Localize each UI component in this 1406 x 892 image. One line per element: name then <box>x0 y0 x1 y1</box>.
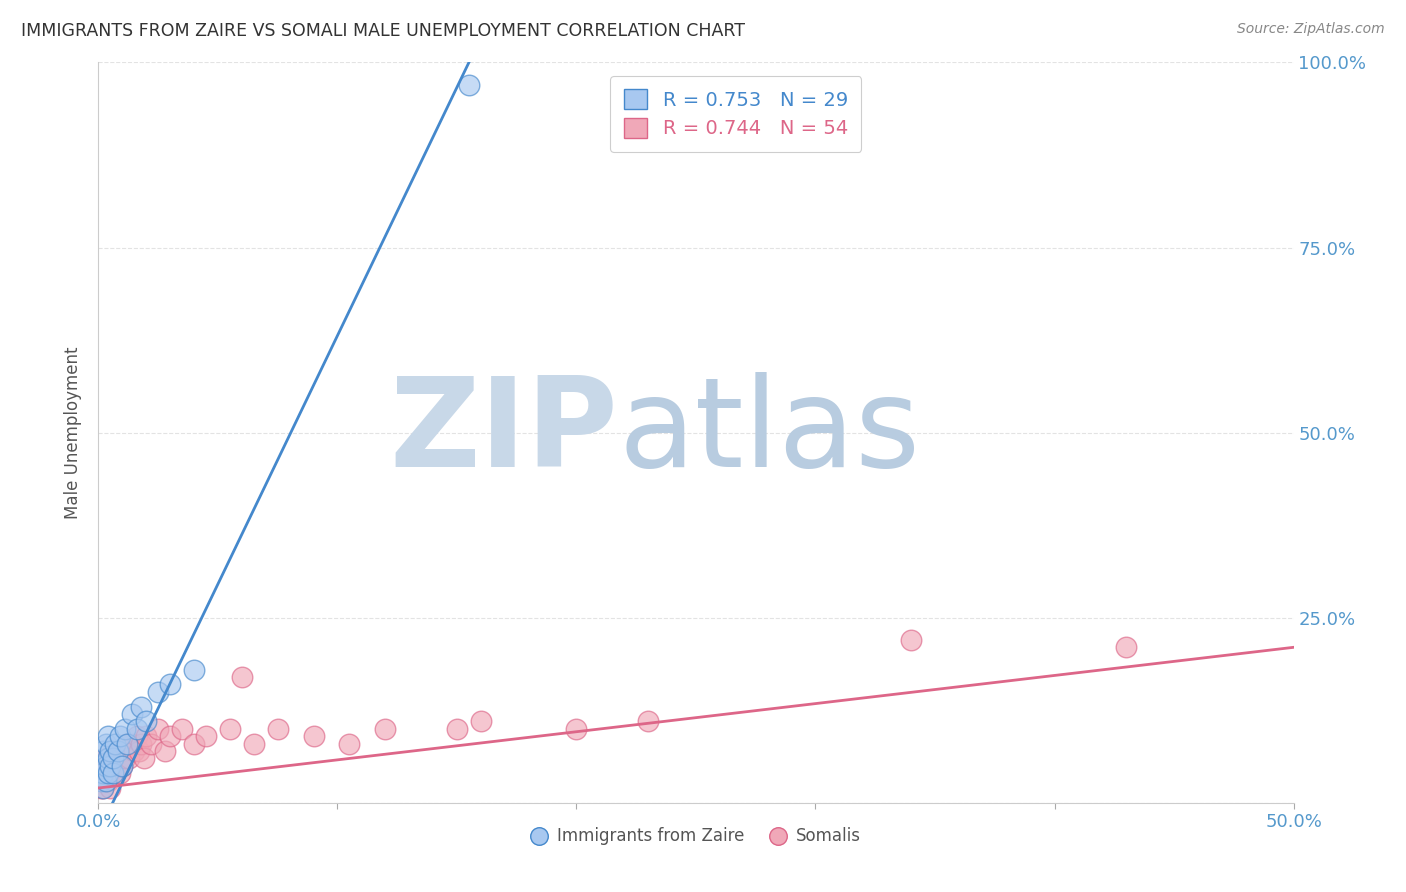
Point <box>231 670 253 684</box>
Point <box>107 744 129 758</box>
Point <box>104 751 127 765</box>
Point <box>94 751 117 765</box>
Text: IMMIGRANTS FROM ZAIRE VS SOMALI MALE UNEMPLOYMENT CORRELATION CHART: IMMIGRANTS FROM ZAIRE VS SOMALI MALE UNE… <box>21 22 745 40</box>
Point <box>91 766 114 780</box>
Point <box>128 744 150 758</box>
Point <box>111 758 134 772</box>
Point <box>94 773 117 788</box>
Point <box>101 766 124 780</box>
Point <box>125 729 148 743</box>
Point <box>470 714 492 729</box>
Point <box>97 773 120 788</box>
Point <box>458 78 481 92</box>
Text: ZIP: ZIP <box>389 372 619 493</box>
Point <box>98 758 122 772</box>
Point <box>339 737 361 751</box>
Point <box>111 744 134 758</box>
Point <box>131 737 153 751</box>
Point <box>107 744 129 758</box>
Point <box>108 729 131 743</box>
Point <box>135 729 157 743</box>
Point <box>121 737 143 751</box>
Point <box>302 729 325 743</box>
Point <box>98 751 122 765</box>
Point <box>90 758 112 772</box>
Point <box>97 751 120 765</box>
Point <box>131 699 153 714</box>
Point <box>97 758 120 772</box>
Point <box>446 722 468 736</box>
Point <box>101 758 124 772</box>
Point <box>900 632 922 647</box>
Point <box>91 780 114 795</box>
Point <box>98 780 122 795</box>
Point <box>1115 640 1137 655</box>
Point <box>97 729 120 743</box>
Point <box>243 737 266 751</box>
Point <box>104 737 127 751</box>
Text: Source: ZipAtlas.com: Source: ZipAtlas.com <box>1237 22 1385 37</box>
Y-axis label: Male Unemployment: Male Unemployment <box>65 346 83 519</box>
Text: atlas: atlas <box>619 372 921 493</box>
Point <box>195 729 218 743</box>
Point <box>118 751 141 765</box>
Point <box>90 780 112 795</box>
Point <box>91 758 114 772</box>
Point <box>94 773 117 788</box>
Point <box>114 722 136 736</box>
Point <box>219 722 242 736</box>
Point <box>125 722 148 736</box>
Point <box>98 744 122 758</box>
Point <box>183 663 205 677</box>
Point <box>90 766 112 780</box>
Point <box>115 737 138 751</box>
Point <box>94 758 117 772</box>
Point <box>101 744 124 758</box>
Point <box>91 744 114 758</box>
Point <box>111 758 134 772</box>
Point <box>159 729 181 743</box>
Point <box>124 744 146 758</box>
Point <box>108 766 131 780</box>
Point <box>98 766 122 780</box>
Point <box>104 766 127 780</box>
Point <box>139 737 162 751</box>
Point <box>91 773 114 788</box>
Point <box>267 722 290 736</box>
Point <box>121 706 143 721</box>
Point <box>94 766 117 780</box>
Point <box>135 714 157 729</box>
Point <box>108 751 131 765</box>
Point <box>374 722 396 736</box>
Point <box>132 751 155 765</box>
Point <box>107 758 129 772</box>
Point <box>637 714 659 729</box>
Point <box>159 677 181 691</box>
Point <box>172 722 194 736</box>
Point <box>565 722 588 736</box>
Point <box>183 737 205 751</box>
Point <box>155 744 177 758</box>
Point <box>148 685 170 699</box>
Point <box>115 737 138 751</box>
Point <box>97 751 120 765</box>
Legend: Immigrants from Zaire, Somalis: Immigrants from Zaire, Somalis <box>522 819 870 854</box>
Point <box>90 773 112 788</box>
Point <box>148 722 170 736</box>
Point <box>114 751 136 765</box>
Point <box>91 780 114 795</box>
Point <box>101 751 124 765</box>
Point <box>97 766 120 780</box>
Point <box>94 737 117 751</box>
